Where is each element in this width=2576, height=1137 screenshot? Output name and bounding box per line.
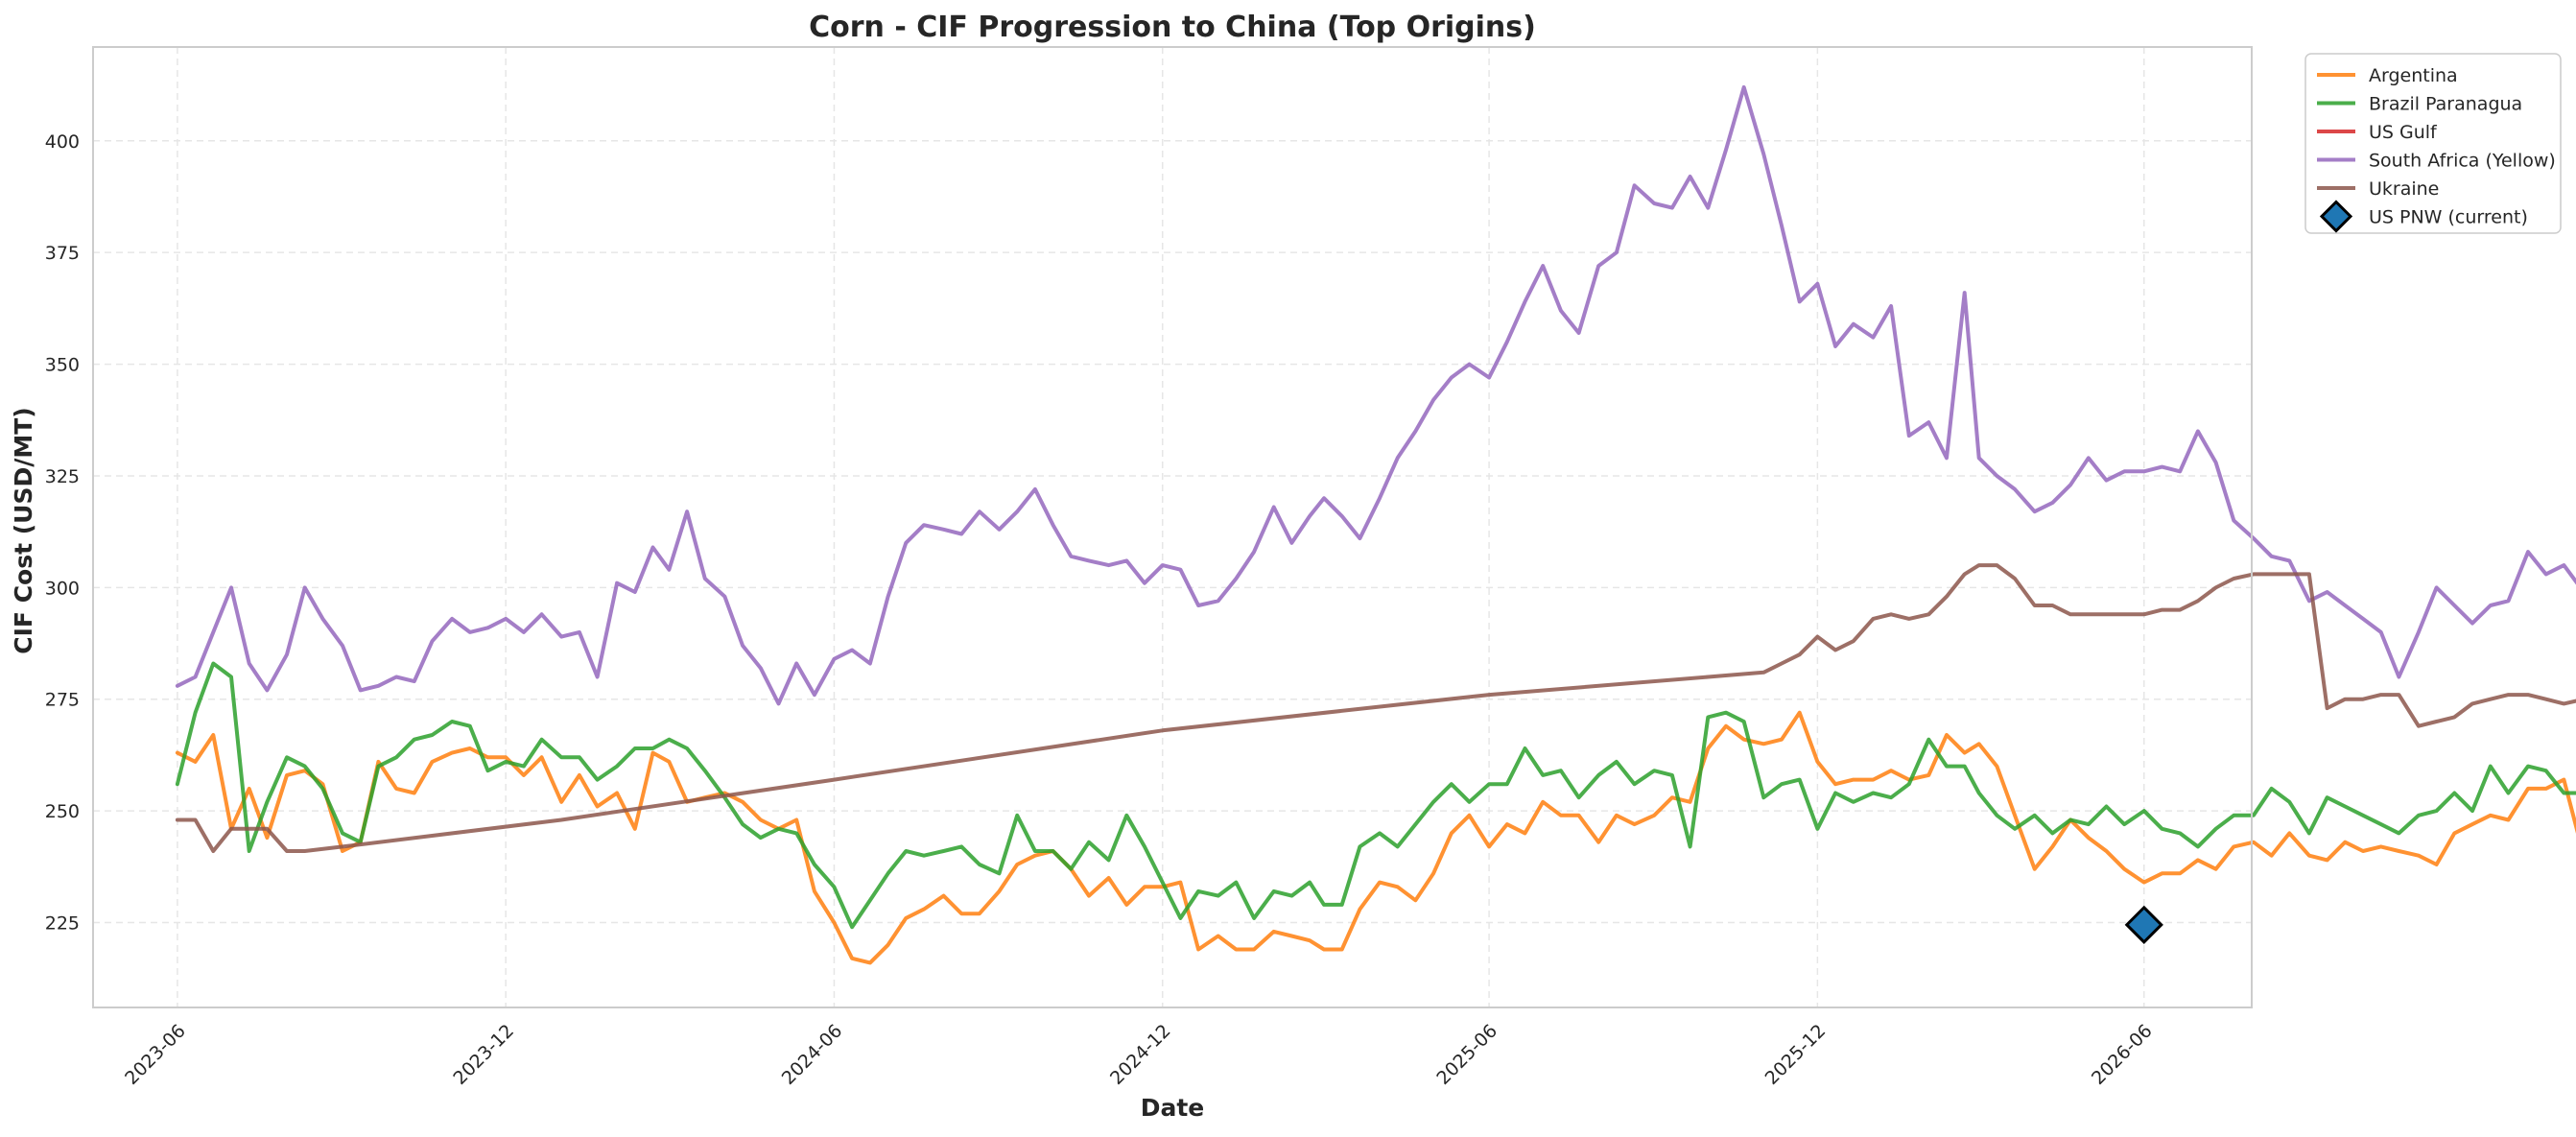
y-tick-label: 350 <box>45 355 80 376</box>
series-line <box>175 84 2576 706</box>
series-line <box>175 710 2576 965</box>
legend-box <box>2304 53 2562 234</box>
series-line <box>175 563 2576 853</box>
y-tick-label: 225 <box>45 913 80 935</box>
legend-label: Brazil Paranagua <box>2369 94 2522 115</box>
legend-label: US PNW (current) <box>2369 207 2528 228</box>
y-axis-label: CIF Cost (USD/MT) <box>10 407 37 653</box>
x-axis-label: Date <box>1141 1094 1205 1122</box>
plot-frame <box>92 46 2253 1008</box>
y-tick-label: 375 <box>45 243 80 264</box>
series-line <box>175 661 2576 930</box>
legend-label: US Gulf <box>2369 122 2438 143</box>
legend-marker-icon <box>2319 200 2353 233</box>
legend-label: Ukraine <box>2369 178 2439 200</box>
chart-title: Corn - CIF Progression to China (Top Ori… <box>809 11 1536 44</box>
legend-label: South Africa (Yellow) <box>2369 151 2556 172</box>
y-tick-label: 400 <box>45 131 80 153</box>
legend-label: Argentina <box>2369 65 2458 86</box>
y-tick-label: 250 <box>45 801 80 822</box>
y-tick-label: 325 <box>45 466 80 487</box>
current-price-marker <box>2124 905 2163 944</box>
legend: Argentina Brazil Paranagua US Gulf South Af… <box>2304 53 2562 234</box>
y-tick-label: 275 <box>45 690 80 711</box>
y-tick-label: 300 <box>45 578 80 599</box>
